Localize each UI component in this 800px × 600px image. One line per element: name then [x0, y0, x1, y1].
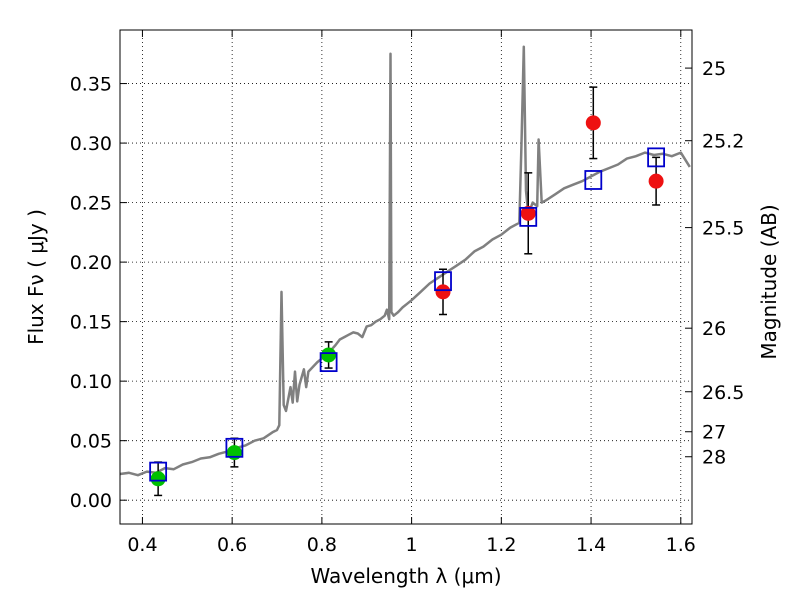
- model-square-point: [584, 170, 603, 190]
- x-tick-label: 1.2: [486, 534, 516, 556]
- right-tick-label: 26.5: [702, 382, 744, 404]
- model-square-point: [647, 147, 666, 168]
- spectrum-series: [119, 45, 691, 477]
- red-data-point: [435, 284, 451, 300]
- plot-frame: [119, 29, 693, 525]
- y-tick-label: 0.25: [70, 193, 112, 215]
- y-tick-label: 0.05: [70, 431, 112, 453]
- model-photometry-series: [149, 147, 666, 482]
- right-tick-label: 26: [702, 318, 726, 340]
- x-tick-label: 0.8: [307, 534, 337, 556]
- x-tick-label: 0.6: [217, 534, 247, 556]
- red-data-point: [520, 205, 536, 221]
- model-square-point: [319, 352, 338, 373]
- right-tick-label: 25: [702, 58, 726, 80]
- x-axis-title: Wavelength λ (μm): [310, 564, 501, 588]
- green-data-point: [150, 471, 166, 487]
- errorbars: [154, 86, 661, 497]
- right-tick-label: 25.5: [702, 218, 744, 240]
- y-tick-label: 0.10: [70, 371, 112, 393]
- grid-lines: [120, 30, 692, 524]
- x-tick-label: 1: [406, 534, 418, 556]
- model-square-point: [149, 461, 168, 482]
- right-tick-label: 27: [702, 422, 726, 444]
- x-tick-label: 1.6: [666, 534, 696, 556]
- y-tick-label: 0.30: [70, 133, 112, 155]
- right-axis-title: Magnitude (AB): [757, 204, 781, 359]
- red-data-point: [585, 115, 601, 131]
- x-axis-ticks: 0.4 0.6 0.8 1 1.2 1.4 1.6: [127, 30, 696, 556]
- right-axis-ticks: 28 27 26.5 26 25.5 25.2 25: [685, 58, 744, 469]
- spectrum-line: [119, 45, 691, 477]
- x-tick-label: 1.4: [576, 534, 606, 556]
- model-square-point: [519, 206, 538, 227]
- green-data-point: [321, 347, 337, 363]
- right-tick-label: 28: [702, 447, 726, 469]
- model-square-point: [225, 437, 244, 458]
- y-axis-ticks: 0.00 0.05 0.10 0.15 0.20 0.25 0.30 0.35: [70, 74, 127, 512]
- model-square-point: [434, 271, 452, 292]
- y-tick-label: 0.20: [70, 252, 112, 274]
- x-tick-label: 0.4: [127, 534, 157, 556]
- red-photometry-series: [435, 115, 664, 300]
- y-tick-label: 0.00: [70, 490, 112, 512]
- y-tick-label: 0.15: [70, 312, 112, 334]
- y-tick-label: 0.35: [70, 74, 112, 96]
- green-data-point: [226, 445, 242, 461]
- right-tick-label: 25.2: [702, 131, 744, 153]
- y-axis-title: Flux Fν ( μJy ): [24, 209, 48, 345]
- red-data-point: [648, 173, 664, 189]
